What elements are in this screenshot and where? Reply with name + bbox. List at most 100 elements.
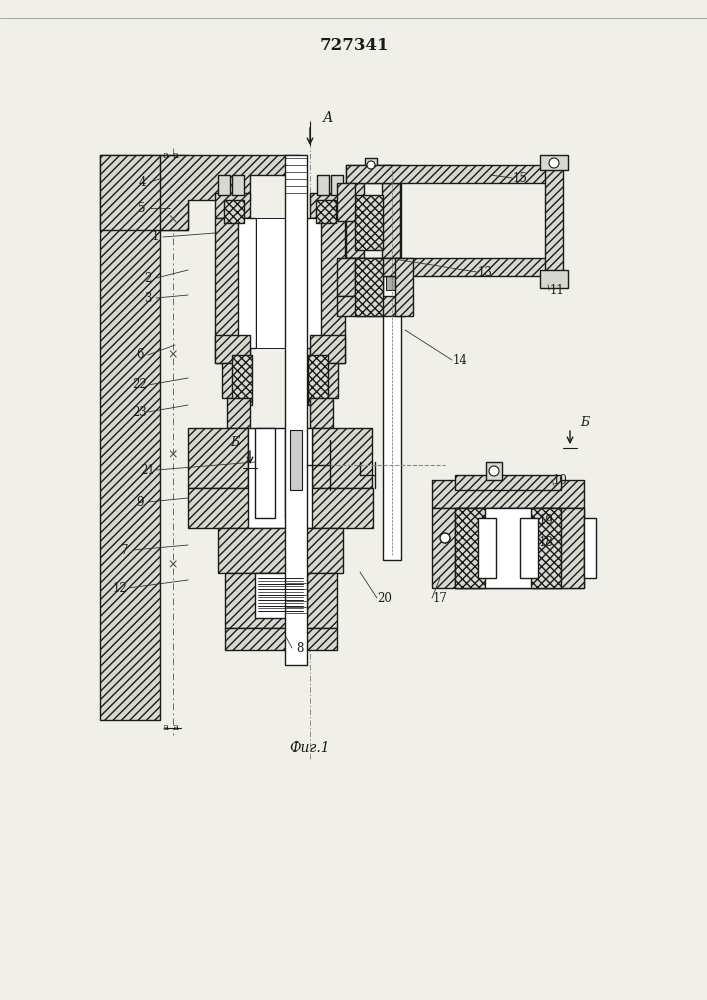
Bar bbox=[285, 428, 305, 518]
Bar bbox=[232, 355, 252, 405]
Bar bbox=[225, 573, 337, 628]
Bar bbox=[346, 258, 561, 276]
Bar bbox=[248, 428, 312, 528]
Text: 9: 9 bbox=[136, 495, 144, 508]
Circle shape bbox=[367, 161, 375, 169]
Text: ×: × bbox=[168, 558, 178, 572]
Text: А: А bbox=[323, 111, 333, 125]
Bar bbox=[290, 430, 302, 490]
Text: 10: 10 bbox=[553, 474, 568, 487]
Bar bbox=[215, 193, 250, 218]
Text: 12: 12 bbox=[112, 582, 127, 594]
Bar bbox=[455, 475, 561, 490]
Bar bbox=[215, 218, 250, 363]
Text: а: а bbox=[163, 724, 169, 732]
Bar bbox=[232, 175, 244, 195]
Bar bbox=[316, 200, 336, 223]
Text: 18: 18 bbox=[539, 536, 554, 548]
Text: 7: 7 bbox=[121, 544, 129, 556]
Bar bbox=[432, 480, 584, 508]
Bar bbox=[303, 218, 321, 348]
Bar bbox=[331, 175, 343, 195]
Text: 11: 11 bbox=[549, 284, 564, 296]
Bar bbox=[225, 628, 337, 650]
Bar bbox=[365, 158, 377, 172]
Bar bbox=[227, 398, 250, 428]
Text: 2: 2 bbox=[144, 271, 152, 284]
Text: ×: × bbox=[168, 214, 178, 227]
Circle shape bbox=[440, 533, 450, 543]
Text: 1: 1 bbox=[151, 231, 158, 243]
Text: 8: 8 bbox=[296, 642, 304, 654]
Bar bbox=[188, 428, 248, 488]
Text: ×: × bbox=[168, 448, 178, 462]
Circle shape bbox=[549, 158, 559, 168]
Bar bbox=[310, 398, 333, 428]
Bar bbox=[218, 528, 343, 573]
Bar bbox=[382, 183, 400, 258]
Bar bbox=[285, 155, 307, 665]
Circle shape bbox=[489, 466, 499, 476]
Bar bbox=[383, 165, 401, 560]
Text: 23: 23 bbox=[133, 406, 148, 418]
Text: ×: × bbox=[168, 349, 178, 361]
Text: 15: 15 bbox=[513, 172, 527, 184]
Bar bbox=[255, 428, 275, 518]
Bar bbox=[317, 175, 329, 195]
Text: Б: Б bbox=[230, 436, 240, 450]
Bar bbox=[545, 165, 563, 277]
Bar bbox=[255, 573, 307, 618]
Bar bbox=[215, 335, 250, 363]
Bar bbox=[561, 508, 584, 588]
Bar bbox=[337, 183, 355, 221]
Bar bbox=[386, 225, 398, 290]
Bar bbox=[346, 258, 401, 276]
Text: 20: 20 bbox=[378, 591, 392, 604]
Bar bbox=[455, 508, 561, 588]
Bar bbox=[188, 488, 373, 528]
Bar bbox=[355, 258, 383, 316]
Polygon shape bbox=[160, 155, 300, 230]
Bar bbox=[238, 218, 256, 348]
Bar bbox=[540, 270, 568, 288]
Bar bbox=[256, 218, 303, 348]
Bar bbox=[310, 218, 345, 363]
Bar bbox=[395, 258, 413, 316]
Text: 4: 4 bbox=[139, 176, 146, 188]
Bar bbox=[346, 183, 364, 258]
Text: 727341: 727341 bbox=[320, 36, 389, 53]
Bar bbox=[337, 296, 405, 316]
Bar bbox=[432, 508, 584, 588]
Text: а: а bbox=[173, 724, 179, 732]
Bar bbox=[346, 165, 391, 183]
Text: 22: 22 bbox=[133, 378, 147, 391]
Bar bbox=[455, 508, 485, 588]
Bar bbox=[520, 518, 538, 578]
Text: Б: Б bbox=[580, 416, 590, 428]
Bar bbox=[337, 258, 355, 296]
Text: 14: 14 bbox=[452, 354, 467, 366]
Text: 19: 19 bbox=[539, 514, 554, 526]
Bar bbox=[224, 200, 244, 223]
Bar bbox=[310, 363, 338, 398]
Bar bbox=[100, 155, 188, 230]
Text: 5: 5 bbox=[139, 202, 146, 215]
Bar bbox=[100, 155, 160, 720]
Bar bbox=[531, 508, 561, 588]
Bar bbox=[312, 428, 372, 488]
Bar bbox=[486, 462, 502, 480]
Bar bbox=[355, 195, 383, 250]
Bar bbox=[540, 155, 568, 170]
Text: 6: 6 bbox=[136, 349, 144, 361]
Bar bbox=[478, 518, 496, 578]
Bar bbox=[310, 193, 345, 218]
Text: а: а bbox=[163, 150, 169, 159]
Text: 3: 3 bbox=[144, 292, 152, 304]
Text: 17: 17 bbox=[433, 591, 448, 604]
Bar bbox=[310, 335, 345, 363]
Bar bbox=[222, 363, 250, 398]
Bar bbox=[584, 518, 596, 578]
Text: 21: 21 bbox=[141, 464, 156, 477]
Text: Фиг.1: Фиг.1 bbox=[290, 741, 330, 755]
Bar bbox=[346, 165, 561, 183]
